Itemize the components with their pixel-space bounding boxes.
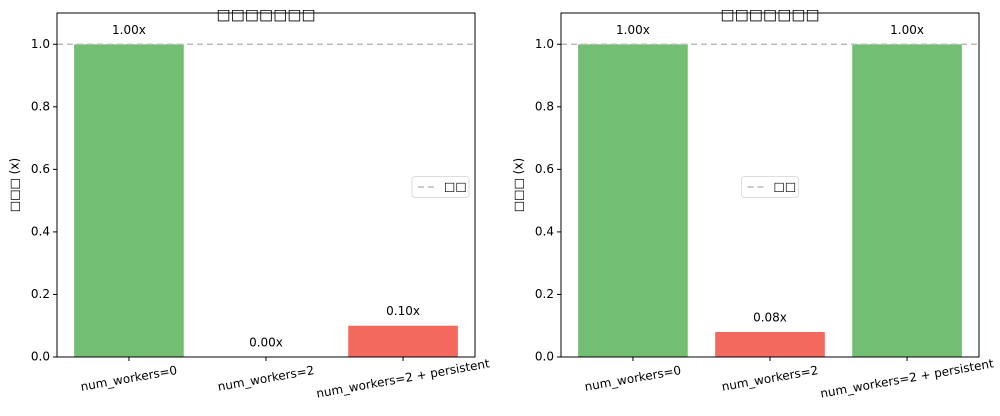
x-tick-label: num_workers=0 xyxy=(584,363,683,394)
value-label: 0.08x xyxy=(753,310,787,324)
y-tick-label: 0.6 xyxy=(31,162,50,176)
bar xyxy=(852,44,962,357)
y-tick-label: 1.0 xyxy=(535,37,554,51)
bar xyxy=(578,44,688,357)
legend-label: □□ xyxy=(444,180,467,194)
value-label: 1.00x xyxy=(616,23,650,37)
y-tick-label: 0.8 xyxy=(535,99,554,113)
y-tick-label: 0.4 xyxy=(535,224,554,238)
legend-box xyxy=(411,176,470,198)
y-axis-label: □□□ (x) xyxy=(8,158,22,212)
y-tick-label: 0.8 xyxy=(31,99,50,113)
x-tick-label: num_workers=0 xyxy=(80,363,179,394)
y-tick-label: 0.0 xyxy=(31,350,50,364)
x-tick-label: num_workers=2 + persistent xyxy=(819,356,995,400)
axes-frame xyxy=(56,12,476,358)
bar xyxy=(348,325,458,357)
legend: □□ xyxy=(411,176,470,198)
y-tick-label: 1.0 xyxy=(31,37,50,51)
y-axis-label: □□□ (x) xyxy=(512,158,526,212)
y-tick-label: 0.2 xyxy=(535,287,554,301)
value-label: 1.00x xyxy=(890,23,924,37)
value-label: 1.00x xyxy=(112,23,146,37)
legend: □□ xyxy=(741,176,799,198)
axes-frame xyxy=(560,12,980,358)
legend-box xyxy=(741,176,799,198)
x-tick-label: num_workers=2 + persistent xyxy=(315,356,491,400)
y-tick-label: 0.6 xyxy=(535,162,554,176)
y-tick-label: 0.0 xyxy=(535,350,554,364)
bar xyxy=(715,331,825,357)
chart-title: □□□□□□□ xyxy=(720,6,819,24)
legend-label: □□ xyxy=(774,180,797,194)
x-tick-label: num_workers=2 xyxy=(217,363,316,394)
value-label: 0.10x xyxy=(386,304,420,318)
y-tick-label: 0.4 xyxy=(31,224,50,238)
chart-title: □□□□□□□ xyxy=(216,6,315,24)
x-tick-label: num_workers=2 xyxy=(721,363,820,394)
bar xyxy=(74,44,184,357)
value-label: 0.00x xyxy=(249,336,283,350)
y-tick-label: 0.2 xyxy=(31,287,50,301)
